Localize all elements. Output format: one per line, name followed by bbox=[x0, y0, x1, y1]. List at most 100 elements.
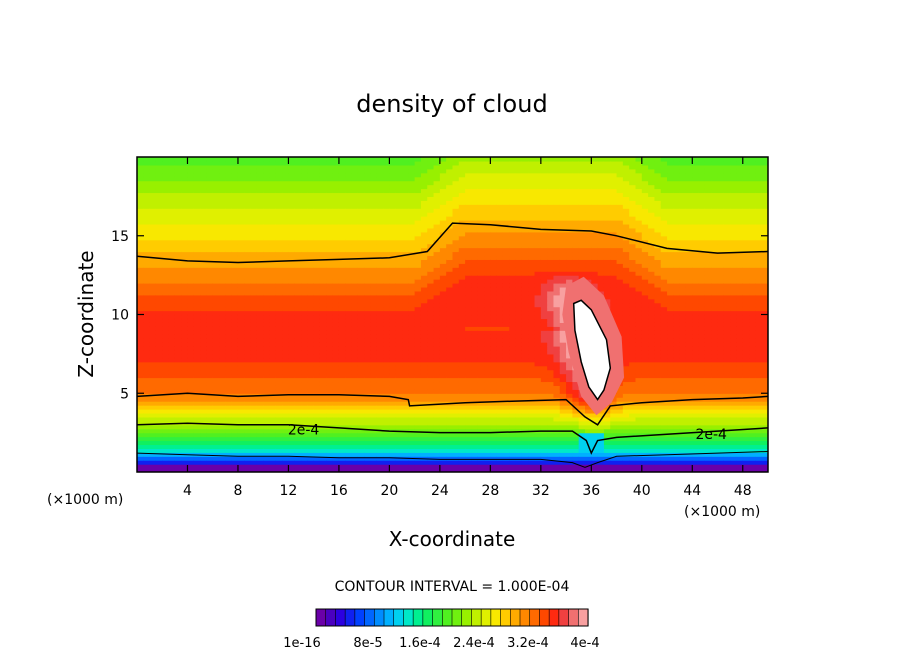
field-cell bbox=[231, 275, 239, 280]
field-cell bbox=[326, 160, 334, 166]
field-cell bbox=[282, 361, 290, 367]
field-cell bbox=[256, 160, 264, 166]
field-cell bbox=[509, 267, 517, 272]
field-cell bbox=[389, 275, 397, 280]
field-cell bbox=[206, 349, 214, 355]
field-cell bbox=[263, 294, 271, 300]
field-cell bbox=[395, 255, 403, 260]
field-cell bbox=[137, 176, 144, 182]
field-cell bbox=[313, 452, 321, 457]
field-cell bbox=[477, 346, 485, 351]
field-cell bbox=[351, 157, 359, 162]
field-cell bbox=[326, 212, 334, 217]
field-cell bbox=[288, 452, 296, 457]
field-cell bbox=[162, 239, 170, 245]
field-cell bbox=[439, 247, 447, 253]
field-cell bbox=[294, 235, 302, 241]
field-cell bbox=[193, 200, 201, 205]
field-cell bbox=[149, 231, 157, 237]
field-cell bbox=[458, 424, 466, 430]
field-cell bbox=[326, 416, 334, 422]
field-cell bbox=[490, 223, 498, 229]
field-cell bbox=[402, 263, 409, 268]
field-cell bbox=[496, 353, 504, 359]
field-cell bbox=[427, 444, 435, 449]
field-cell bbox=[275, 298, 283, 304]
field-cell bbox=[351, 377, 359, 383]
field-cell bbox=[225, 409, 233, 414]
field-cell bbox=[219, 432, 226, 438]
field-cell bbox=[282, 263, 290, 268]
field-cell bbox=[389, 361, 397, 367]
field-cell bbox=[376, 275, 384, 280]
field-cell bbox=[168, 468, 176, 472]
field-cell bbox=[275, 184, 283, 190]
field-cell bbox=[465, 168, 473, 174]
field-cell bbox=[370, 405, 378, 410]
field-cell bbox=[275, 377, 283, 383]
field-cell bbox=[465, 263, 473, 268]
field-cell bbox=[496, 357, 504, 363]
field-cell bbox=[433, 334, 441, 339]
field-cell bbox=[193, 401, 201, 406]
field-cell bbox=[212, 444, 220, 449]
field-cell bbox=[294, 310, 302, 316]
field-cell bbox=[275, 353, 283, 359]
field-cell bbox=[155, 318, 163, 323]
field-cell bbox=[502, 243, 510, 249]
field-cell bbox=[452, 440, 460, 446]
field-cell bbox=[294, 409, 302, 414]
field-cell bbox=[408, 389, 416, 394]
field-cell bbox=[307, 298, 315, 304]
field-cell bbox=[370, 247, 378, 253]
field-cell bbox=[420, 393, 428, 398]
field-cell bbox=[212, 263, 220, 268]
field-cell bbox=[149, 216, 157, 221]
field-cell bbox=[174, 298, 182, 304]
field-cell bbox=[357, 405, 365, 410]
field-cell bbox=[193, 424, 201, 430]
field-cell bbox=[212, 361, 220, 367]
field-cell bbox=[433, 389, 441, 394]
field-cell bbox=[446, 326, 454, 331]
field-cell bbox=[408, 231, 416, 237]
field-cell bbox=[269, 357, 277, 363]
field-cell bbox=[471, 365, 479, 371]
field-cell bbox=[433, 212, 441, 217]
field-cell bbox=[345, 196, 353, 201]
field-cell bbox=[439, 283, 447, 288]
field-cell bbox=[269, 239, 277, 245]
field-cell bbox=[465, 302, 473, 308]
field-cell bbox=[225, 397, 233, 402]
field-cell bbox=[338, 412, 346, 418]
field-cell bbox=[231, 334, 239, 339]
field-cell bbox=[439, 204, 447, 209]
field-cell bbox=[319, 243, 327, 249]
field-cell bbox=[174, 401, 182, 406]
field-cell bbox=[294, 397, 302, 402]
field-cell bbox=[509, 168, 517, 174]
field-cell bbox=[484, 275, 491, 280]
field-cell bbox=[420, 310, 428, 316]
field-cell bbox=[389, 200, 397, 205]
field-cell bbox=[168, 428, 176, 434]
field-cell bbox=[294, 377, 302, 383]
field-cell bbox=[288, 180, 296, 186]
field-cell bbox=[433, 440, 441, 446]
field-cell bbox=[155, 389, 163, 394]
field-cell bbox=[357, 306, 365, 312]
field-cell bbox=[357, 432, 365, 438]
field-cell bbox=[275, 302, 283, 308]
field-cell bbox=[364, 346, 372, 351]
field-cell bbox=[364, 330, 372, 335]
field-cell bbox=[484, 420, 491, 426]
field-cell bbox=[376, 424, 384, 430]
field-cell bbox=[389, 271, 397, 276]
field-cell bbox=[231, 243, 239, 249]
field-cell bbox=[521, 405, 529, 410]
field-cell bbox=[206, 326, 214, 331]
field-cell bbox=[212, 322, 220, 327]
field-cell bbox=[484, 369, 491, 375]
field-cell bbox=[477, 389, 485, 394]
field-cell bbox=[395, 168, 403, 174]
